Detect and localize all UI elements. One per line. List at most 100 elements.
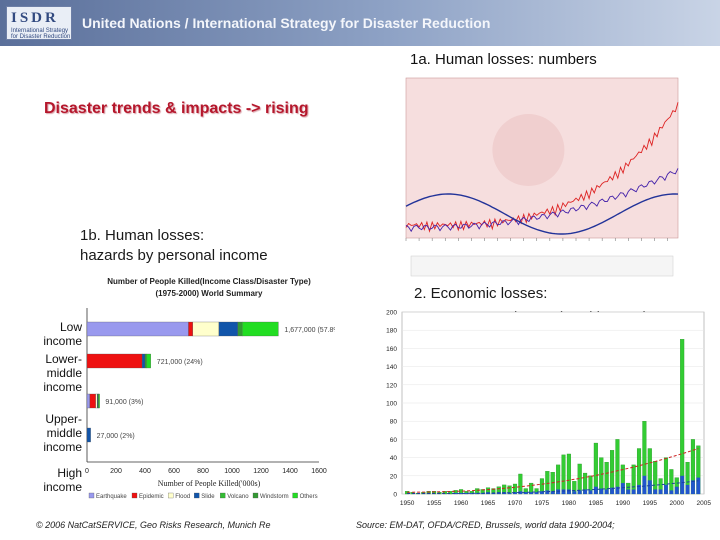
chart-2-y-tick-label: 0: [393, 492, 397, 499]
chart-1b-legend-label: Flood: [175, 494, 190, 500]
isdr-logo: ISDR International Strategy for Disaster…: [6, 6, 72, 40]
chart-2-x-tick-label: 1985: [589, 500, 604, 507]
chart-1a-series-line: [405, 102, 679, 233]
chart-1b-bar-segment: [86, 353, 143, 369]
chart-2-x-tick-label: 1980: [562, 500, 577, 507]
chart-1b-x-tick-label: 1400: [282, 468, 298, 475]
panel-1b-title: 1b. Human losses: hazards by personal in…: [80, 226, 268, 266]
chart-1b-data-label: 27,000 (2%): [97, 433, 135, 440]
chart-2-bar-insured: [642, 475, 647, 494]
chart-2-y-tick-label: 100: [386, 401, 397, 408]
chart-1b-x-tick-label: 800: [197, 468, 209, 475]
chart-2-y-tick-label: 20: [390, 473, 398, 480]
chart-1a-series-line: [405, 193, 679, 235]
chart-1b-x-tick-label: 600: [168, 468, 180, 475]
chart-2-bar-non-insured: [604, 461, 609, 495]
chart-1b-legend-swatch: [292, 492, 298, 499]
chart-2-bar-insured: [540, 491, 544, 494]
chart-2-bar-insured: [647, 480, 652, 494]
chart-2-bar-insured: [599, 488, 604, 494]
page-title: Disaster trends & impacts -> rising: [44, 100, 309, 117]
chart-2-bar-insured: [593, 486, 598, 494]
chart-2-bar-insured: [464, 493, 469, 494]
chart-2-bar-insured: [529, 492, 534, 494]
chart-2-y-tick-label: 80: [390, 419, 398, 426]
chart-1b-bar-segment: [89, 393, 96, 409]
chart-2-bar-insured: [631, 489, 636, 494]
chart-2-bar-insured: [518, 491, 523, 494]
income-label-low: Low income: [43, 320, 82, 348]
chart-2-y-tick-label: 140: [386, 364, 397, 371]
chart-1b-bar-segment: [86, 321, 189, 337]
chart-2-x-tick-label: 1955: [427, 500, 442, 507]
income-label-high: High income: [43, 466, 82, 494]
chart-2-x-tick-label: 1995: [643, 500, 658, 507]
chart-2-bar-insured: [674, 486, 679, 494]
chart-2-y-tick-label: 40: [390, 455, 398, 462]
chart-2-bar-non-insured: [561, 454, 566, 495]
chart-2-bar-insured: [550, 491, 555, 494]
chart-1a-series-line: [405, 168, 679, 233]
chart-2-bar-insured: [691, 480, 695, 494]
chart-2-bar-insured: [615, 486, 620, 494]
panel-2-title: 2. Economic losses:: [414, 285, 548, 302]
chart-2-bar-insured: [534, 492, 539, 494]
chart-1b-x-tick-label: 200: [110, 468, 122, 475]
chart-1b-bar-segment: [144, 353, 147, 369]
chart-1b-x-axis-label: Number of People Killed('000s): [158, 479, 261, 488]
chart-2-bar-insured: [459, 493, 463, 494]
chart-1b-bar-segment: [86, 393, 91, 409]
chart-1b-bar-segment: [237, 321, 243, 337]
chart-2-x-tick-label: 1965: [481, 500, 496, 507]
panel-1b-title-line1: 1b. Human losses:: [80, 227, 205, 244]
chart-2-bar-insured: [669, 490, 674, 494]
chart-1b-legend-label: Slide: [201, 494, 215, 500]
chart-1b-legend-swatch: [252, 492, 259, 499]
chart-2-bar-non-insured: [593, 442, 598, 495]
chart-2-bar-non-insured: [615, 439, 620, 495]
chart-1b-income-killed: Number of People Killed(Income Class/Dis…: [85, 277, 335, 500]
chart-2-bar-insured: [588, 490, 593, 494]
chart-1b-legend-label: Volcano: [227, 494, 249, 500]
chart-2-x-tick-label: 2000: [670, 500, 685, 507]
chart-1b-bar-segment: [241, 321, 279, 337]
chart-1b-legend-swatch: [88, 492, 95, 499]
chart-1b-legend-label: Others: [300, 494, 318, 500]
chart-2-trend-non-insured: [407, 448, 699, 493]
chart-2-bar-insured: [610, 487, 614, 494]
chart-2-bar-insured: [523, 492, 528, 494]
chart-1b-legend-swatch: [168, 492, 174, 499]
chart-1b-subtitle: (1975-2000) World Summary: [155, 289, 263, 298]
chart-1a-watermark: [492, 114, 565, 186]
chart-2-bar-insured: [583, 489, 587, 494]
chart-2-bar-non-insured: [669, 469, 674, 495]
chart-2-bar-non-insured: [518, 473, 523, 495]
chart-1a-human-losses: [405, 77, 679, 277]
panel-1b-title-line2: hazards by personal income: [80, 247, 268, 264]
chart-1b-bar-segment: [146, 353, 151, 369]
chart-2-y-tick-label: 200: [386, 310, 397, 317]
chart-1b-bar-segment: [95, 393, 98, 409]
chart-2-trend-insured: [407, 480, 699, 494]
chart-1b-legend-swatch: [131, 492, 138, 499]
chart-2-bar-insured: [577, 490, 582, 494]
chart-2-y-tick-label: 60: [390, 437, 398, 444]
chart-1b-bar-segment: [192, 321, 220, 337]
chart-2-y-tick-label: 180: [386, 328, 397, 335]
chart-2-bar-insured: [696, 477, 701, 494]
chart-1b-bar-segment: [98, 393, 100, 409]
chart-1b-x-tick-label: 1600: [311, 468, 327, 475]
logo-subtitle: International Strategy for Disaster Redu…: [11, 28, 71, 40]
footer-source: Source: EM-DAT, OFDA/CRED, Brussels, wor…: [356, 520, 615, 530]
chart-2-y-tick-label: 160: [386, 346, 397, 353]
chart-2-bar-insured: [664, 484, 668, 494]
chart-1b-legend-label: Earthquake: [96, 494, 127, 500]
chart-2-bar-insured: [620, 483, 625, 494]
chart-2-bar-insured: [567, 489, 571, 494]
chart-1b-data-label: 721,000 (24%): [157, 359, 203, 366]
chart-1b-bar-segment: [188, 321, 193, 337]
chart-2-y-tick-label: 120: [386, 382, 397, 389]
chart-2-bar-insured: [491, 493, 496, 494]
chart-2-bar-insured: [572, 491, 577, 494]
chart-2-bar-insured: [556, 489, 561, 494]
